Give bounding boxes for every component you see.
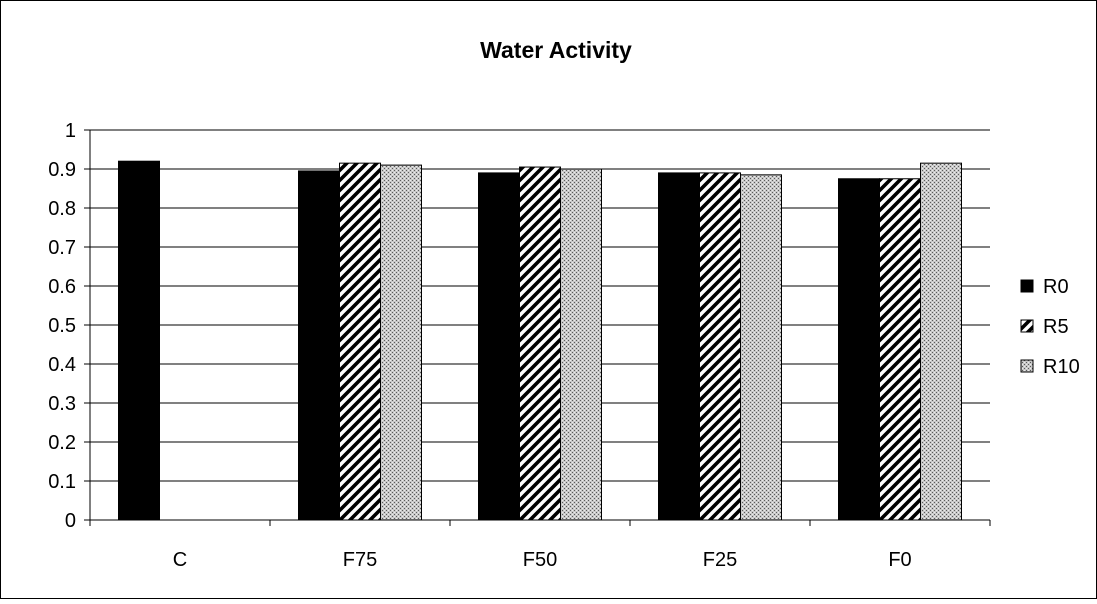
legend-label-r0: R0	[1043, 276, 1069, 298]
bar-r10-f0	[920, 162, 962, 521]
bar-r0-f75	[298, 170, 340, 521]
legend-swatch-r5	[1020, 319, 1034, 333]
bar-r0-f50	[478, 172, 520, 521]
bar-r10-f50	[560, 168, 602, 521]
bar-r5-f50	[519, 166, 561, 521]
y-tick-label: 0.6	[48, 276, 76, 298]
y-tick-label: 1	[65, 120, 76, 142]
legend-swatch-r10	[1020, 359, 1034, 373]
y-tick-label: 0.2	[48, 432, 76, 454]
y-tick-label: 0.8	[48, 198, 76, 220]
y-tick-label: 0.9	[48, 159, 76, 181]
bar-r0-f25	[658, 172, 700, 521]
chart-title: Water Activity	[480, 37, 632, 63]
y-tick-label: 0.7	[48, 237, 76, 259]
bar-r5-f0	[879, 178, 921, 521]
bar-r5-f75	[339, 162, 381, 521]
bar-r5-f25	[699, 172, 741, 521]
y-tick-label: 0	[65, 510, 76, 532]
y-tick-label: 0.4	[48, 354, 76, 376]
x-tick-label: F0	[888, 549, 911, 571]
x-tick-label: F75	[343, 549, 377, 571]
bar-r0-f0	[838, 178, 880, 521]
bar-r10-f75	[380, 164, 422, 521]
x-tick-label: F50	[523, 549, 557, 571]
x-tick-label: F25	[703, 549, 737, 571]
legend-swatch-r0	[1020, 279, 1034, 293]
y-tick-label: 0.5	[48, 315, 76, 337]
legend-label-r10: R10	[1043, 356, 1080, 378]
legend: R0 R5 R10	[1011, 265, 1088, 389]
bar-r0-c	[118, 160, 160, 521]
y-tick-label: 0.3	[48, 393, 76, 415]
axes: 0 0.1 0.2 0.3 0.4 0.5 0.6 0.7 0.8 0.9 1 C F75 F50 F25 F…	[48, 120, 991, 571]
x-tick-label: C	[173, 549, 187, 571]
legend-label-r5: R5	[1043, 316, 1069, 338]
bar-r10-f25	[740, 174, 782, 521]
y-tick-label: 0.1	[48, 471, 76, 493]
